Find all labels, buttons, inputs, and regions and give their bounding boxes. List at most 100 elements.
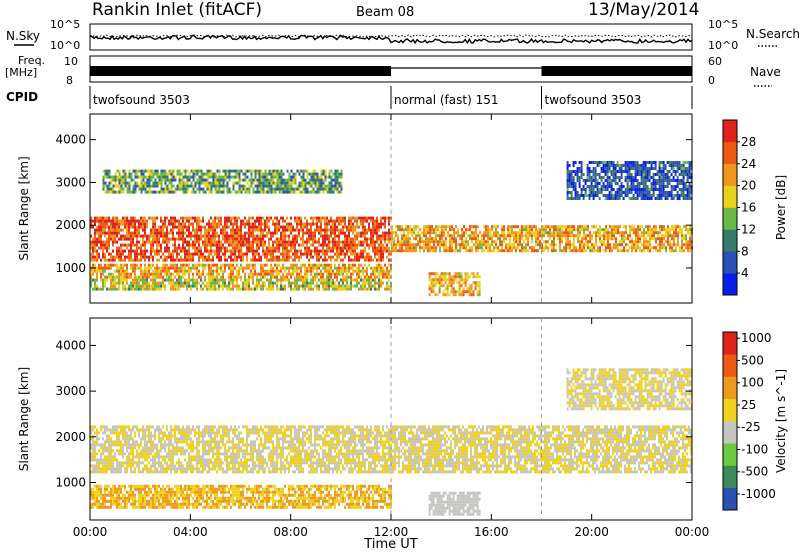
data-cell [234,169,237,173]
data-cell [647,249,649,253]
data-cell [104,263,106,267]
data-cell [316,284,318,288]
data-cell [618,197,621,200]
data-cell [320,278,322,282]
data-cell [360,278,362,282]
data-cell [150,190,153,194]
data-cell [370,216,372,220]
data-cell [306,181,309,185]
data-cell [208,249,210,253]
data-cell [120,181,123,185]
data-cell [580,188,583,191]
data-cell [579,243,581,247]
data-cell [360,255,362,259]
data-cell [174,246,176,250]
data-cell [142,187,145,191]
data-cell [592,194,595,197]
data-cell [609,225,611,229]
data-cell [590,176,593,179]
data-cell [220,184,223,188]
data-cell [124,178,127,182]
data-cell [435,246,437,250]
data-cell [386,243,388,247]
data-cell [132,169,135,173]
data-cell [172,281,174,285]
data-cell [290,231,292,235]
data-cell [284,249,286,253]
data-cell [172,172,175,176]
data-cell [570,194,573,197]
data-cell [176,237,178,241]
data-cell [360,216,362,220]
data-cell [391,228,393,232]
data-cell [152,172,155,176]
data-cell [316,190,319,194]
data-cell [689,249,691,253]
data-cell [132,234,134,238]
data-cell [116,240,118,244]
data-cell [210,187,213,191]
data-cell [368,243,370,247]
data-cell [631,225,633,229]
data-cell [156,281,158,285]
data-cell [276,169,279,173]
data-cell [162,172,165,176]
data-cell [246,169,249,173]
data-cell [232,266,234,270]
data-cell [150,272,152,276]
data-cell [592,173,595,176]
data-cell [106,225,108,229]
data-cell [580,161,583,164]
data-cell [372,219,374,223]
data-cell [592,176,595,179]
data-cell [465,240,467,244]
data-cell [296,234,298,238]
data-cell [610,161,613,164]
data-cell [186,175,189,179]
data-cell [130,234,132,238]
data-cell [372,222,374,226]
data-cell [238,269,240,273]
data-cell [589,237,591,241]
data-cell [100,275,102,279]
data-cell [226,216,228,220]
data-cell [238,216,240,220]
data-cell [475,237,477,241]
data-cell [140,181,143,185]
data-cell [366,266,368,270]
data-cell [198,219,200,223]
data-cell [382,266,384,270]
data-cell [104,181,107,185]
data-cell [429,249,431,253]
data-cell [475,234,477,238]
data-cell [218,172,221,176]
data-cell [592,167,595,170]
data-cell [272,231,274,235]
data-cell [202,234,204,238]
data-cell [130,255,132,259]
data-cell [106,275,108,279]
data-cell [507,249,509,253]
data-cell [114,228,116,232]
data-cell [96,252,98,256]
freq-trace [90,66,692,76]
data-cell [376,240,378,244]
data-cell [130,172,133,176]
data-cell [350,222,352,226]
data-cell [224,237,226,241]
data-cell [210,169,213,173]
data-cell [324,263,326,267]
data-cell [505,243,507,247]
data-cell [170,252,172,256]
data-cell [594,170,597,173]
data-cell [156,184,159,188]
freq-block-2 [541,66,692,76]
data-cell [186,249,188,253]
data-cell [336,234,338,238]
data-cell [264,178,267,182]
data-cell [112,281,114,285]
data-cell [126,216,128,220]
nsky-label: N.Sky [6,29,40,43]
data-cell [136,240,138,244]
data-cell [248,281,250,285]
